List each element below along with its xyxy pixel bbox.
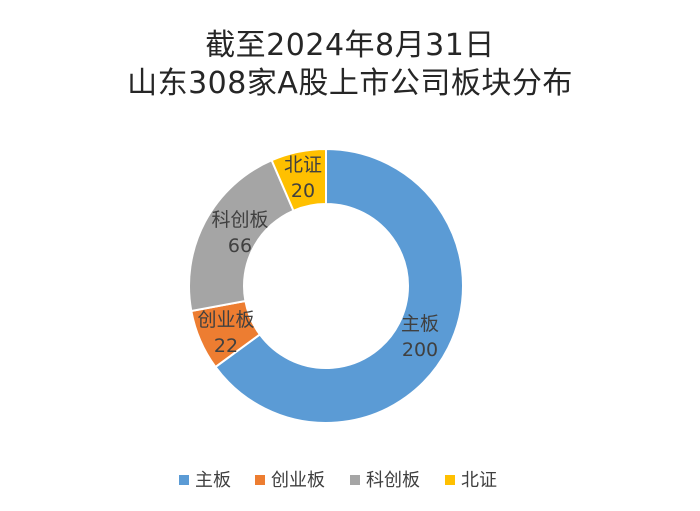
chart-title-line-1: 截至2024年8月31日 [205,28,495,63]
slice-label-category-3: 科创板 [211,209,268,231]
legend-label-1[interactable]: 主板 [195,470,231,491]
chart-title-line-2: 山东308家A股上市公司板块分布 [127,66,573,101]
slice-label-category-4: 北证 [284,154,322,176]
slice-label-value-2: 22 [214,335,238,357]
slice-4[interactable] [270,147,327,213]
slice-label-value-4: 20 [291,180,315,202]
slice-label-category-2: 创业板 [197,309,254,331]
legend-swatch-2 [255,475,265,485]
doughnut-slices [188,147,464,424]
legend-label-4[interactable]: 北证 [461,470,497,491]
doughnut-data-labels: 主板 200 创业板 22 科创板 66 北证 20 [197,154,439,361]
legend-swatch-4 [445,475,455,485]
chart-legend[interactable]: 主板 创业板 科创板 北证 [179,470,497,491]
slice-label-category-1: 主板 [401,313,439,335]
legend-swatch-1 [179,475,189,485]
slice-label-value-3: 66 [228,235,252,257]
legend-swatch-3 [350,475,360,485]
slice-1[interactable] [214,147,464,424]
legend-label-2[interactable]: 创业板 [271,470,325,491]
legend-label-3[interactable]: 科创板 [366,470,420,491]
slice-label-value-1: 200 [402,339,438,361]
